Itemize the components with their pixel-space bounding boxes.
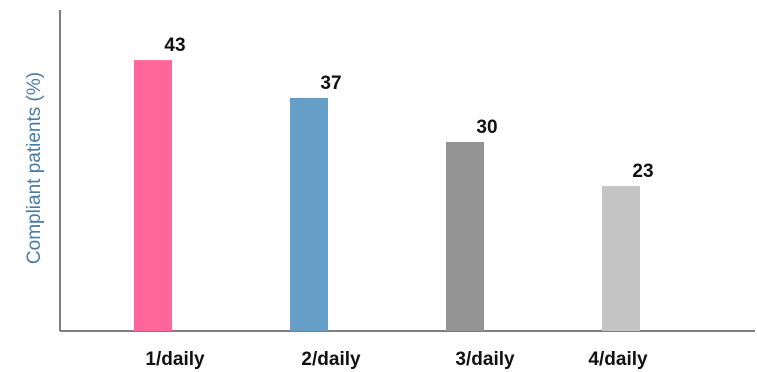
- bar-3-daily: [446, 142, 484, 331]
- bar-4-daily: [602, 186, 640, 331]
- x-tick-label-1-daily: 1/daily: [145, 349, 205, 370]
- x-tick-label-4-daily: 4/daily: [588, 349, 648, 370]
- bar-1-daily: [134, 60, 172, 331]
- data-label-3-daily: 30: [476, 117, 497, 138]
- data-label-4-daily: 23: [632, 161, 653, 182]
- data-label-1-daily: 43: [164, 35, 185, 56]
- bar-2-daily: [290, 97, 328, 332]
- data-label-2-daily: 37: [320, 73, 341, 94]
- x-tick-label-2-daily: 2/daily: [301, 349, 361, 370]
- y-axis-title: Compliant patients (%): [24, 72, 45, 264]
- x-tick-label-3-daily: 3/daily: [455, 349, 515, 370]
